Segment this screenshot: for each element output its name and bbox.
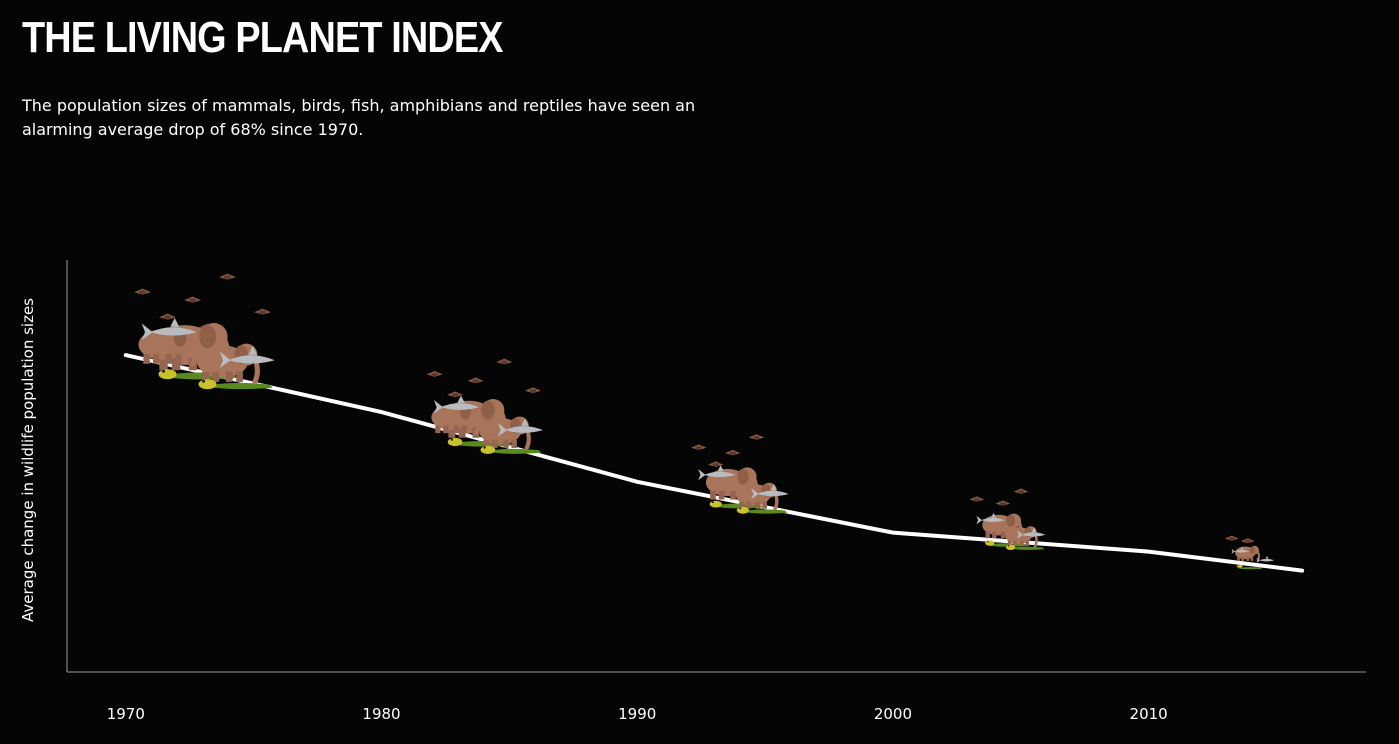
bird-icon: [184, 296, 201, 303]
bird-icon: [426, 370, 443, 377]
bird-icon: [447, 391, 464, 398]
frog-icon: [198, 379, 217, 390]
shark-icon: [976, 512, 1005, 525]
bird-icon: [690, 444, 707, 450]
crocodile-icon: [486, 448, 542, 454]
data-point: [892, 532, 894, 534]
frog-icon: [736, 506, 750, 514]
bird-icon: [467, 377, 484, 384]
data-point: [125, 354, 127, 356]
frog-icon: [480, 445, 496, 454]
shark-icon: [1231, 546, 1250, 554]
frog-icon: [1005, 544, 1016, 550]
animal-illustrations: [134, 273, 1275, 570]
x-tick-label: 2010: [1130, 705, 1168, 723]
x-tick-label: 1970: [107, 705, 145, 723]
x-tick-label: 2000: [874, 705, 912, 723]
animal-cluster: [969, 488, 1046, 550]
shark-icon: [141, 317, 197, 340]
bird-icon: [969, 496, 985, 502]
frog-icon: [709, 500, 722, 508]
crocodile-icon: [205, 382, 273, 390]
shark-icon: [1256, 555, 1275, 563]
animal-cluster: [134, 273, 275, 390]
animal-cluster: [690, 434, 789, 514]
frog-icon: [1236, 564, 1243, 568]
frog-icon: [985, 540, 995, 546]
x-tick-label: 1980: [362, 705, 400, 723]
animal-cluster: [426, 358, 544, 454]
bird-icon: [995, 500, 1011, 506]
bird-icon: [724, 449, 741, 456]
shark-icon: [698, 465, 736, 481]
axes: [66, 260, 1366, 673]
bird-icon: [1240, 538, 1255, 544]
page-title: THE LIVING PLANET INDEX: [22, 13, 503, 62]
bird-icon: [254, 308, 271, 315]
shark-icon: [219, 345, 275, 368]
bird-icon: [707, 461, 724, 467]
shark-icon: [433, 395, 480, 414]
crocodile-icon: [1009, 546, 1045, 550]
bird-icon: [1013, 488, 1029, 494]
bird-icon: [1224, 535, 1239, 541]
frog-icon: [158, 369, 177, 380]
shark-icon: [497, 418, 544, 437]
crocodile-icon: [1237, 567, 1263, 570]
x-tick-labels: 1970 1980 1990 2000 2010: [107, 705, 1168, 723]
shark-icon: [751, 484, 789, 500]
frog-icon: [447, 437, 463, 447]
bird-icon: [748, 434, 765, 440]
bird-icon: [524, 387, 542, 394]
crocodile-icon: [741, 509, 788, 514]
x-tick-label: 1990: [618, 705, 656, 723]
bird-icon: [159, 313, 176, 320]
bird-icon: [219, 273, 236, 280]
animal-cluster: [1224, 535, 1275, 570]
data-point: [1148, 551, 1150, 553]
elephant-icon: [1235, 545, 1260, 562]
data-point: [636, 481, 638, 483]
bird-icon: [134, 288, 151, 295]
page-subtitle: The population sizes of mammals, birds, …: [22, 96, 696, 139]
data-point: [1301, 570, 1303, 572]
shark-icon: [1016, 527, 1046, 539]
data-point: [381, 411, 383, 413]
bird-icon: [496, 358, 513, 365]
